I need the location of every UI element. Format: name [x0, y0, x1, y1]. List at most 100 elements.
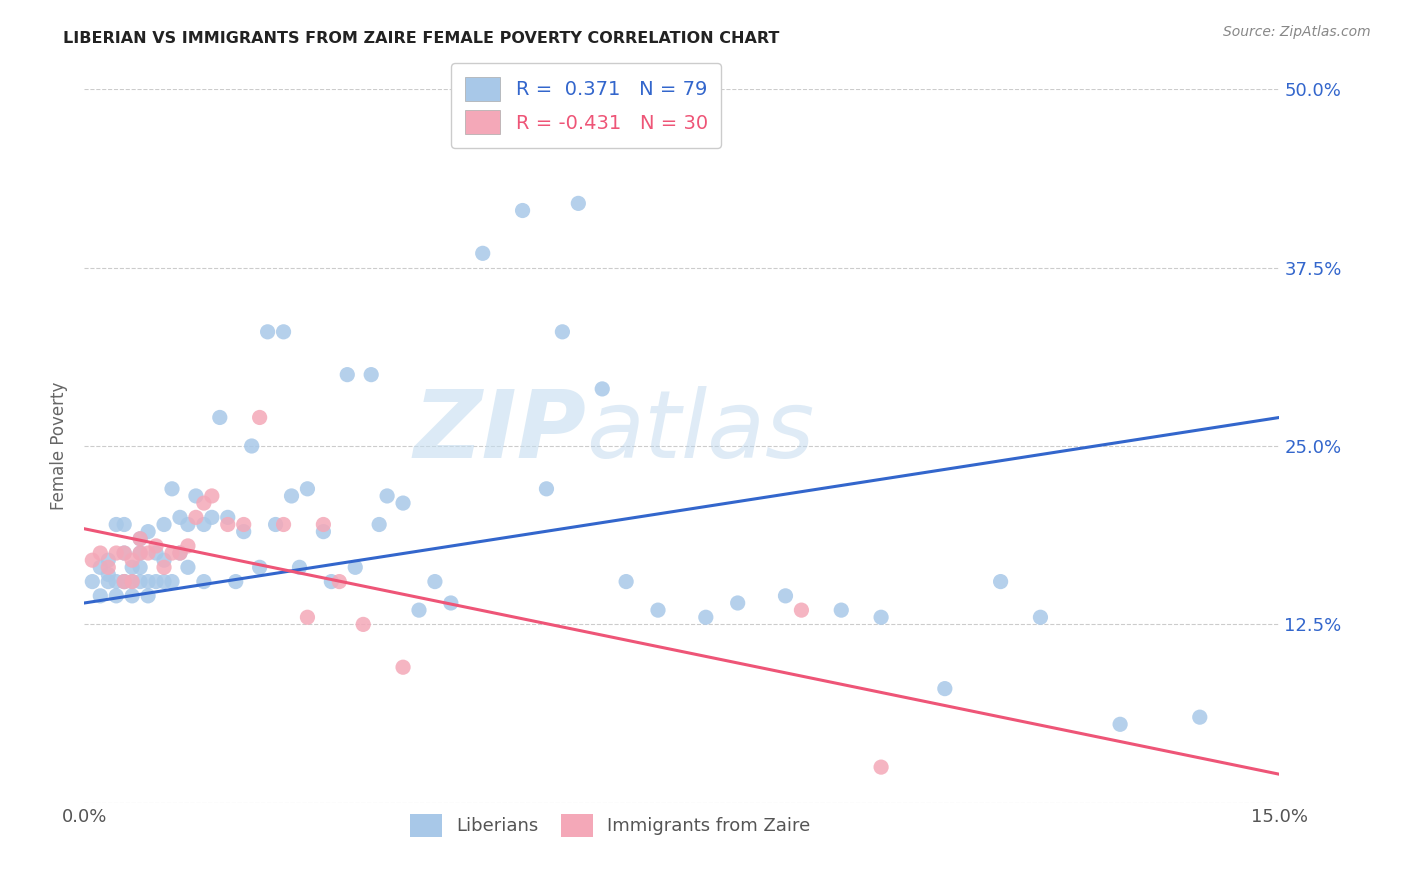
- Point: [153, 517, 176, 532]
- Point: [105, 546, 128, 560]
- Point: [145, 539, 167, 553]
- Point: [775, 589, 797, 603]
- Point: [129, 546, 152, 560]
- Legend: Liberians, Immigrants from Zaire: Liberians, Immigrants from Zaire: [402, 807, 818, 844]
- Point: [1188, 710, 1211, 724]
- Point: [89, 589, 111, 603]
- Point: [201, 510, 224, 524]
- Point: [112, 517, 135, 532]
- Point: [112, 574, 135, 589]
- Point: [177, 560, 200, 574]
- Point: [225, 574, 247, 589]
- Point: [89, 546, 111, 560]
- Point: [471, 246, 494, 260]
- Point: [105, 589, 128, 603]
- Point: [273, 325, 295, 339]
- Point: [536, 482, 558, 496]
- Point: [591, 382, 613, 396]
- Point: [312, 524, 335, 539]
- Point: [551, 325, 574, 339]
- Point: [112, 574, 135, 589]
- Text: ZIP: ZIP: [413, 385, 586, 478]
- Point: [423, 574, 446, 589]
- Point: [256, 325, 278, 339]
- Point: [695, 610, 717, 624]
- Point: [249, 560, 271, 574]
- Point: [121, 560, 143, 574]
- Point: [232, 524, 254, 539]
- Point: [240, 439, 263, 453]
- Point: [184, 510, 207, 524]
- Point: [193, 496, 215, 510]
- Point: [145, 574, 167, 589]
- Y-axis label: Female Poverty: Female Poverty: [51, 382, 69, 510]
- Text: LIBERIAN VS IMMIGRANTS FROM ZAIRE FEMALE POVERTY CORRELATION CHART: LIBERIAN VS IMMIGRANTS FROM ZAIRE FEMALE…: [63, 31, 780, 46]
- Point: [870, 610, 893, 624]
- Point: [870, 760, 893, 774]
- Point: [153, 560, 176, 574]
- Point: [121, 553, 143, 567]
- Point: [97, 560, 120, 574]
- Point: [336, 368, 359, 382]
- Point: [97, 553, 120, 567]
- Point: [280, 489, 302, 503]
- Point: [112, 574, 135, 589]
- Point: [129, 532, 152, 546]
- Point: [129, 546, 152, 560]
- Point: [408, 603, 430, 617]
- Point: [177, 517, 200, 532]
- Point: [112, 546, 135, 560]
- Point: [112, 546, 135, 560]
- Point: [328, 574, 350, 589]
- Point: [105, 574, 128, 589]
- Point: [647, 603, 669, 617]
- Point: [121, 574, 143, 589]
- Point: [193, 517, 215, 532]
- Point: [1109, 717, 1132, 731]
- Point: [440, 596, 463, 610]
- Point: [264, 517, 287, 532]
- Point: [990, 574, 1012, 589]
- Point: [160, 482, 183, 496]
- Point: [360, 368, 382, 382]
- Point: [136, 546, 159, 560]
- Point: [297, 610, 319, 624]
- Point: [129, 532, 152, 546]
- Point: [82, 553, 104, 567]
- Point: [934, 681, 956, 696]
- Text: atlas: atlas: [586, 386, 814, 477]
- Point: [392, 660, 415, 674]
- Point: [614, 574, 637, 589]
- Point: [352, 617, 374, 632]
- Point: [368, 517, 391, 532]
- Point: [288, 560, 311, 574]
- Point: [184, 489, 207, 503]
- Point: [193, 574, 215, 589]
- Point: [169, 546, 191, 560]
- Point: [790, 603, 813, 617]
- Point: [121, 574, 143, 589]
- Point: [169, 546, 191, 560]
- Point: [82, 574, 104, 589]
- Point: [136, 524, 159, 539]
- Point: [129, 560, 152, 574]
- Point: [512, 203, 534, 218]
- Point: [208, 410, 231, 425]
- Point: [392, 496, 415, 510]
- Point: [129, 574, 152, 589]
- Point: [89, 560, 111, 574]
- Point: [145, 546, 167, 560]
- Point: [232, 517, 254, 532]
- Point: [344, 560, 367, 574]
- Point: [160, 546, 183, 560]
- Point: [153, 553, 176, 567]
- Point: [312, 517, 335, 532]
- Point: [727, 596, 749, 610]
- Point: [105, 517, 128, 532]
- Point: [97, 574, 120, 589]
- Point: [97, 567, 120, 582]
- Point: [160, 574, 183, 589]
- Point: [567, 196, 589, 211]
- Point: [297, 482, 319, 496]
- Point: [273, 517, 295, 532]
